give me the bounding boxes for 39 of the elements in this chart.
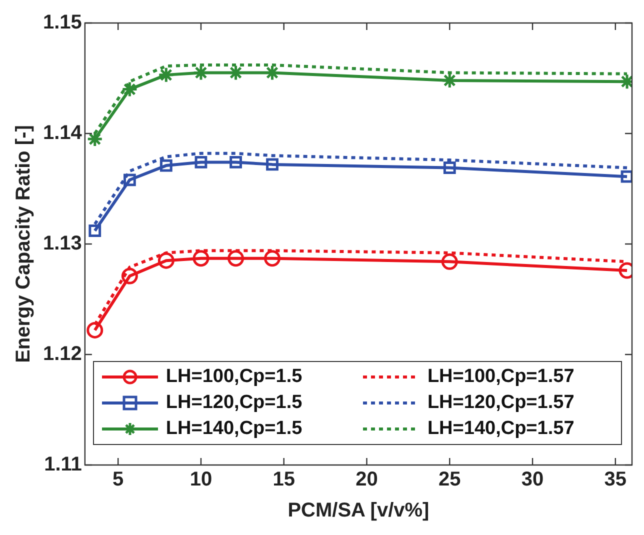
- point: [86, 130, 104, 148]
- y-axis-title: Energy Capacity Ratio [-]: [12, 125, 35, 363]
- y-tick-label: 1.12: [42, 343, 82, 366]
- point: [158, 252, 174, 269]
- y-tick-label: 1.14: [42, 122, 83, 144]
- point: [160, 159, 172, 172]
- point: [123, 174, 136, 186]
- point: [441, 72, 458, 89]
- point: [264, 250, 281, 267]
- point: [88, 224, 102, 237]
- point: [192, 250, 210, 267]
- legend-label: LH=120,Cp=1.57: [427, 392, 574, 414]
- legend-label: LH=100,Cp=1.57: [427, 366, 574, 388]
- legend-label: LH=120,Cp=1.5: [166, 392, 302, 414]
- x-tick-label: 30: [521, 468, 544, 491]
- y-tick-label: 1.15: [42, 12, 82, 34]
- point: [441, 253, 458, 270]
- x-tick-label: 10: [190, 468, 212, 491]
- x-tick-label: 20: [356, 468, 378, 491]
- x-tick-label: 35: [604, 468, 627, 491]
- point: [443, 162, 456, 174]
- point: [158, 66, 174, 84]
- x-tick-label: 25: [438, 468, 461, 491]
- x-tick-label: 5: [112, 468, 124, 491]
- legend-label: LH=100,Cp=1.5: [166, 366, 302, 388]
- y-tick-label: 1.11: [44, 454, 82, 476]
- point: [121, 268, 138, 284]
- point: [228, 250, 244, 267]
- point: [194, 156, 208, 168]
- x-axis-title: PCM/SA [v/v%]: [288, 500, 430, 522]
- point: [266, 158, 278, 171]
- x-tick-label: 15: [272, 468, 295, 491]
- point: [230, 156, 242, 168]
- y-tick-label: 1.13: [42, 232, 82, 255]
- legend-label: LH=140,Cp=1.5: [166, 418, 302, 440]
- point: [620, 170, 632, 183]
- point: [86, 322, 104, 338]
- point: [121, 81, 138, 98]
- legend-label: LH=140,Cp=1.57: [427, 418, 574, 440]
